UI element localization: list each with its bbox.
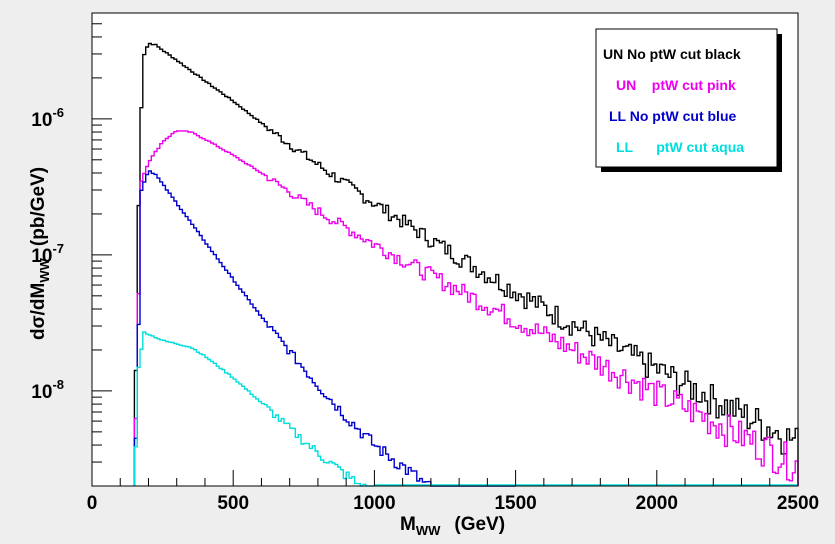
legend-entry-0: UN No ptW cut black	[603, 46, 741, 62]
x-tick-label-0: 0	[87, 493, 98, 514]
x-axis-title-sub: WW	[416, 523, 441, 538]
legend-box	[595, 28, 778, 168]
series-layer	[133, 42, 799, 487]
y-tick-label-0: 10-8	[31, 377, 64, 403]
series-line-2	[133, 170, 516, 487]
x-tick-label-2: 1000	[353, 493, 395, 514]
y-axis-title: dσ/dMWW (pb/GeV)	[28, 167, 52, 340]
series-line-0	[133, 42, 799, 486]
x-tick-label-1: 500	[217, 493, 249, 514]
y-tick-label-1: 10-7	[31, 241, 64, 267]
y-axis-title-sub: WW	[37, 257, 52, 282]
legend-entry-3: LL ptW cut aqua	[616, 139, 744, 155]
x-tick-label-5: 2500	[777, 493, 819, 514]
x-axis-title-main: M	[400, 514, 416, 535]
y-axis-title-unit: (pb/GeV)	[28, 167, 49, 246]
x-tick-label-4: 2000	[636, 493, 678, 514]
x-tick-label-3: 1500	[494, 493, 536, 514]
y-tick-label-2: 10-6	[31, 105, 64, 131]
legend-entry-1: UN ptW cut pink	[616, 77, 736, 93]
series-line-1	[133, 130, 799, 486]
plot-frame	[91, 12, 799, 487]
y-axis-title-prefix: dσ/dM	[28, 283, 49, 340]
axis-layer: 0 500 1000 1500 2000 2500 10-8 10-7 10-6	[31, 12, 819, 514]
x-axis-title: MWW (GeV)	[400, 514, 505, 538]
x-axis-title-unit: (GeV)	[454, 514, 505, 535]
legend: UN No ptW cut black UN ptW cut pink LL N…	[595, 28, 782, 172]
legend-entry-2: LL No ptW cut blue	[609, 108, 736, 124]
series-line-3	[133, 331, 375, 487]
